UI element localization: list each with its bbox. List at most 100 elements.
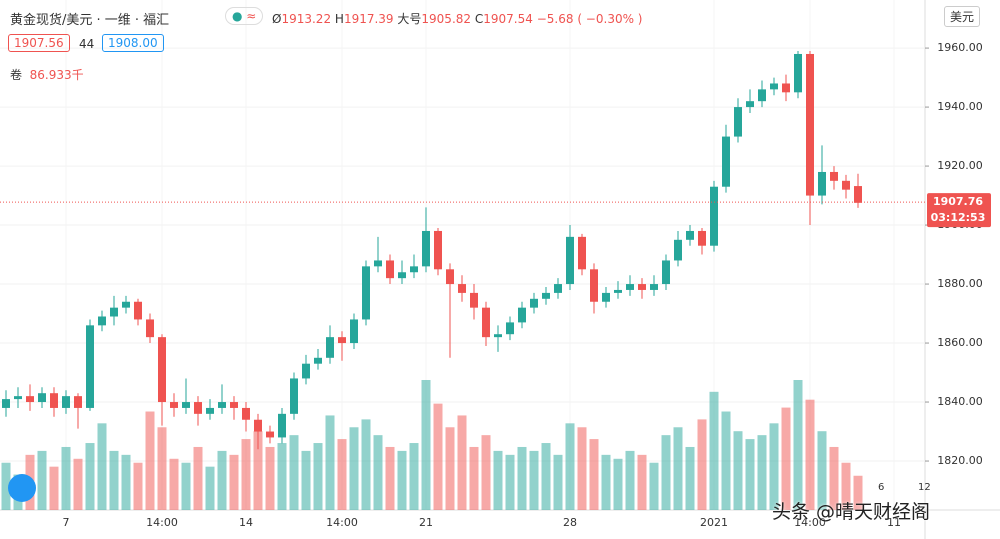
l-label: 大号 xyxy=(397,12,422,26)
volume-bar xyxy=(817,431,827,510)
last-price-box xyxy=(927,193,991,228)
volume-bar xyxy=(325,415,335,510)
y-tick-label: 1920.00 xyxy=(937,159,983,172)
candle-body xyxy=(38,393,46,403)
volume-bar xyxy=(85,443,95,510)
candle-body xyxy=(254,419,262,432)
volume-bar xyxy=(697,419,707,510)
volume-bar xyxy=(721,411,731,510)
candle-body xyxy=(122,301,130,308)
volume-bar xyxy=(565,423,575,510)
volume-unit: 千 xyxy=(71,68,84,82)
bid-button[interactable]: 1907.56 xyxy=(8,34,70,52)
candle-body xyxy=(686,230,694,240)
candle-body xyxy=(782,83,790,93)
volume-bar xyxy=(73,458,83,510)
currency-button[interactable]: 美元 xyxy=(944,6,981,27)
volume-readout: 卷 86.933千 xyxy=(10,66,84,83)
volume-bar xyxy=(97,423,107,510)
y-tick-label: 1820.00 xyxy=(937,454,983,467)
candle-body xyxy=(110,307,118,317)
x-tick-label: 28 xyxy=(563,516,577,529)
candle-body xyxy=(86,325,94,408)
candle-body xyxy=(434,230,442,270)
volume-bar xyxy=(337,439,347,510)
volume-bar xyxy=(1,462,11,510)
candle-body xyxy=(74,396,82,408)
volume-bar xyxy=(733,431,743,510)
candle-body xyxy=(398,272,406,279)
candle-body xyxy=(578,236,586,270)
candle-body xyxy=(146,319,154,338)
candle-body xyxy=(626,284,634,290)
close-value: 1907.54 xyxy=(483,12,533,26)
candle-body xyxy=(674,239,682,261)
candle-body xyxy=(710,186,718,246)
status-pill[interactable]: ● ≈ xyxy=(225,7,264,25)
candle-body xyxy=(218,402,226,408)
candle-body xyxy=(278,413,286,438)
candle-body xyxy=(638,284,646,290)
volume-bar xyxy=(289,435,299,510)
x-tick-label: 14:00 xyxy=(146,516,178,529)
h-label: H xyxy=(334,12,344,26)
x-tick-label: 21 xyxy=(419,516,433,529)
volume-bar xyxy=(145,411,155,510)
candle-body xyxy=(158,337,166,403)
candle-body xyxy=(854,186,862,203)
candle-body xyxy=(182,402,190,408)
candle-body xyxy=(842,180,850,190)
volume-bar xyxy=(61,446,71,510)
symbol-title: 黄金现货/美元 · 一维 · 福汇 xyxy=(10,13,170,28)
volume-bar xyxy=(457,415,467,510)
candle-body xyxy=(722,136,730,187)
candle-body xyxy=(230,402,238,408)
volume-bar xyxy=(805,399,815,510)
y-tick-label: 1880.00 xyxy=(937,277,983,290)
candle-body xyxy=(266,431,274,438)
volume-bar xyxy=(433,403,443,510)
volume-bar xyxy=(793,380,803,510)
candle-body xyxy=(770,83,778,90)
candle-body xyxy=(62,396,70,408)
candle-body xyxy=(506,322,514,335)
candle-body xyxy=(818,171,826,196)
volume-bar xyxy=(421,380,431,510)
candle-body xyxy=(194,402,202,414)
volume-bar xyxy=(301,450,311,510)
volume-bar xyxy=(577,427,587,510)
high-value: 1917.39 xyxy=(343,12,394,26)
volume-bar xyxy=(781,407,791,510)
candle-body xyxy=(794,53,802,93)
volume-bar xyxy=(673,427,683,510)
volume-bar xyxy=(685,446,695,510)
volume-bar xyxy=(505,454,515,510)
volume-bar xyxy=(493,450,503,510)
badge[interactable]: 6 xyxy=(878,482,885,493)
volume-bar xyxy=(157,427,167,510)
volume-bar xyxy=(589,439,599,510)
logo[interactable] xyxy=(8,474,36,502)
watermark: 头条 @晴天财经阁 xyxy=(772,501,931,523)
volume-bar xyxy=(49,466,59,510)
badge[interactable]: 12 xyxy=(918,482,931,493)
volume-bar xyxy=(169,458,179,510)
volume-bar xyxy=(385,446,395,510)
candle-body xyxy=(530,298,538,308)
volume-bar xyxy=(253,431,263,510)
volume-bar xyxy=(205,466,215,510)
volume-bar xyxy=(517,446,527,510)
y-tick-label: 1840.00 xyxy=(937,395,983,408)
open-value: 1913.22 xyxy=(281,12,332,26)
candle-body xyxy=(422,230,430,267)
candle-body xyxy=(206,407,214,414)
volume-bar xyxy=(133,462,143,510)
candle-body xyxy=(242,407,250,420)
volume-bar xyxy=(553,454,563,510)
candle-body xyxy=(2,399,10,408)
volume-bar xyxy=(481,435,491,510)
volume-label: 卷 xyxy=(10,68,23,82)
ask-button[interactable]: 1908.00 xyxy=(102,34,164,52)
candle-body xyxy=(326,337,334,358)
